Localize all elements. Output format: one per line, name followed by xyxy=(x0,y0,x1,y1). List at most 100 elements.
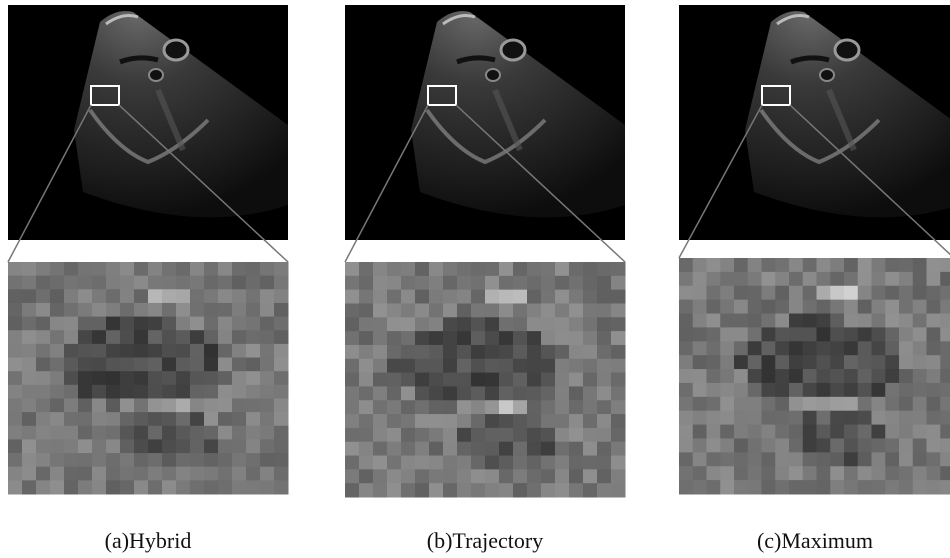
zoom-pixel xyxy=(513,359,528,373)
zoom-pixel xyxy=(872,355,886,369)
zoom-pixel xyxy=(148,426,163,440)
zoom-pixel xyxy=(429,373,444,387)
zoom-pixel xyxy=(120,303,135,317)
zoom-pixel xyxy=(913,438,927,452)
zoom-pixel xyxy=(471,400,486,414)
zoom-pixel xyxy=(499,303,514,317)
zoom-pixel xyxy=(830,341,844,355)
zoom-pixel xyxy=(555,469,570,483)
zoom-pixel xyxy=(858,452,872,466)
zoom-pixel xyxy=(927,411,941,425)
zoom-pixel xyxy=(789,300,803,314)
zoom-pixel xyxy=(64,385,79,399)
zoom-pixel xyxy=(844,314,858,328)
zoom-pixel xyxy=(858,397,872,411)
zoom-pixel xyxy=(232,412,247,426)
zoom-pixel xyxy=(345,345,360,359)
zoom-pixel xyxy=(789,258,803,272)
zoom-pixel xyxy=(858,300,872,314)
zoom-pixel xyxy=(734,258,748,272)
zoom-pixel xyxy=(345,400,360,414)
zoom-pixel xyxy=(693,438,707,452)
zoom-pixel xyxy=(885,286,899,300)
zoom-pixel xyxy=(762,452,776,466)
zoom-pixel xyxy=(789,341,803,355)
zoom-pixel xyxy=(190,453,205,467)
zoom-pixel xyxy=(92,398,107,412)
zoom-pixel xyxy=(401,469,416,483)
zoom-pixel xyxy=(748,411,762,425)
zoom-pixel xyxy=(429,303,444,317)
zoom-pixel xyxy=(611,290,626,304)
zoom-pixel xyxy=(148,453,163,467)
zoom-pixel xyxy=(499,317,514,331)
zoom-pixel xyxy=(541,414,556,428)
zoom-pixel xyxy=(22,453,37,467)
zoom-pixel xyxy=(373,469,388,483)
zoom-pixel xyxy=(679,272,693,286)
zoom-pixel xyxy=(762,272,776,286)
zoom-pixel xyxy=(611,400,626,414)
zoom-pixel xyxy=(218,426,233,440)
zoom-pixel xyxy=(513,303,528,317)
zoom-pixel xyxy=(359,456,374,470)
zoom-pixel xyxy=(120,453,135,467)
zoom-pixel xyxy=(597,469,612,483)
zoom-pixel xyxy=(858,272,872,286)
zoom-pixel xyxy=(190,303,205,317)
zoom-pixel xyxy=(176,344,191,358)
zoom-pixel xyxy=(927,272,941,286)
zoom-pixel xyxy=(707,286,721,300)
zoom-pixel xyxy=(120,358,135,372)
zoom-pixel xyxy=(597,317,612,331)
zoom-pixel xyxy=(485,400,500,414)
zoom-pixel xyxy=(359,303,374,317)
zoom-pixel xyxy=(260,303,275,317)
zoom-pixel xyxy=(527,414,542,428)
zoom-pixel xyxy=(345,331,360,345)
zoom-pixel xyxy=(64,262,79,276)
panels xyxy=(8,5,950,498)
zoom-pixel xyxy=(513,317,528,331)
figure: (a)Hybrid (b)Trajectory (c)Maximum xyxy=(0,0,950,558)
zoom-pixel xyxy=(872,314,886,328)
zoom-pixel xyxy=(429,442,444,456)
zoom-pixel xyxy=(359,345,374,359)
zoom-pixel xyxy=(940,341,950,355)
zoom-pixel xyxy=(471,290,486,304)
zoom-pixel xyxy=(775,466,789,480)
zoom-pixel xyxy=(569,290,584,304)
zoom-pixel xyxy=(844,272,858,286)
zoom-pixel xyxy=(176,398,191,412)
zoom-pixel xyxy=(471,276,486,290)
zoom-pixel xyxy=(64,480,79,494)
zoom-pixel xyxy=(345,303,360,317)
zoom-pixel xyxy=(232,426,247,440)
zoom-pixel xyxy=(611,276,626,290)
zoom-pixel xyxy=(513,469,528,483)
zoom-pixel xyxy=(748,369,762,383)
zoom-pixel xyxy=(190,371,205,385)
zoom-pixel xyxy=(457,400,472,414)
zoom-pixel xyxy=(64,276,79,290)
zoom-pixel xyxy=(583,483,598,497)
zoom-pixel xyxy=(762,355,776,369)
zoom-pixel xyxy=(443,276,458,290)
zoom-pixel xyxy=(899,369,913,383)
zoom-pixel xyxy=(8,358,23,372)
zoom-pixel xyxy=(583,331,598,345)
zoom-pixel xyxy=(204,398,219,412)
zoom-pixel xyxy=(872,369,886,383)
zoom-pixel xyxy=(927,341,941,355)
zoom-pixel xyxy=(471,456,486,470)
zoom-pixel xyxy=(913,355,927,369)
zoom-pixel xyxy=(789,327,803,341)
zoom-pixel xyxy=(513,483,528,497)
zoom-pixel xyxy=(359,359,374,373)
zoom-pixel xyxy=(748,397,762,411)
zoom-pixel xyxy=(583,303,598,317)
zoom-pixel xyxy=(429,386,444,400)
zoom-pixel xyxy=(789,411,803,425)
zoom-pixel xyxy=(274,480,289,494)
zoom-pixel xyxy=(762,397,776,411)
